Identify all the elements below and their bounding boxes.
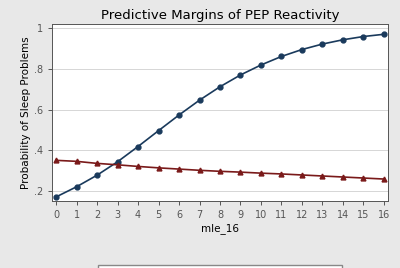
- PEP Reactivity = 1: [382, 177, 386, 181]
- PEP Reactivity = 1: [361, 176, 366, 180]
- PEP Reactivity = 0: [54, 195, 58, 199]
- PEP Reactivity = 1: [300, 173, 304, 177]
- PEP Reactivity = 0: [382, 33, 386, 36]
- PEP Reactivity = 1: [74, 160, 79, 163]
- PEP Reactivity = 0: [177, 113, 182, 117]
- PEP Reactivity = 0: [218, 85, 222, 88]
- PEP Reactivity = 1: [258, 172, 263, 175]
- PEP Reactivity = 1: [95, 162, 100, 165]
- PEP Reactivity = 1: [197, 169, 202, 172]
- PEP Reactivity = 0: [279, 55, 284, 58]
- X-axis label: mle_16: mle_16: [201, 223, 239, 234]
- PEP Reactivity = 1: [136, 165, 140, 168]
- PEP Reactivity = 0: [340, 38, 345, 41]
- PEP Reactivity = 1: [177, 168, 182, 171]
- PEP Reactivity = 1: [218, 170, 222, 173]
- PEP Reactivity = 0: [136, 145, 140, 148]
- PEP Reactivity = 1: [115, 163, 120, 166]
- PEP Reactivity = 0: [258, 63, 263, 66]
- Title: Predictive Margins of PEP Reactivity: Predictive Margins of PEP Reactivity: [101, 9, 339, 21]
- Legend: PEP Reactivity = 0, PEP Reactivity = 1: PEP Reactivity = 0, PEP Reactivity = 1: [98, 265, 342, 268]
- Y-axis label: Probability of Sleep Problems: Probability of Sleep Problems: [21, 36, 31, 189]
- PEP Reactivity = 0: [320, 42, 325, 46]
- Line: PEP Reactivity = 1: PEP Reactivity = 1: [54, 158, 386, 181]
- PEP Reactivity = 1: [279, 172, 284, 176]
- PEP Reactivity = 0: [300, 48, 304, 51]
- Line: PEP Reactivity = 0: PEP Reactivity = 0: [54, 32, 386, 199]
- PEP Reactivity = 0: [156, 129, 161, 132]
- PEP Reactivity = 1: [156, 166, 161, 169]
- PEP Reactivity = 0: [361, 35, 366, 38]
- PEP Reactivity = 0: [95, 174, 100, 177]
- PEP Reactivity = 1: [54, 159, 58, 162]
- PEP Reactivity = 0: [115, 160, 120, 163]
- PEP Reactivity = 0: [74, 185, 79, 188]
- PEP Reactivity = 1: [238, 170, 243, 174]
- PEP Reactivity = 1: [340, 175, 345, 178]
- PEP Reactivity = 0: [238, 73, 243, 77]
- PEP Reactivity = 1: [320, 174, 325, 178]
- PEP Reactivity = 0: [197, 99, 202, 102]
